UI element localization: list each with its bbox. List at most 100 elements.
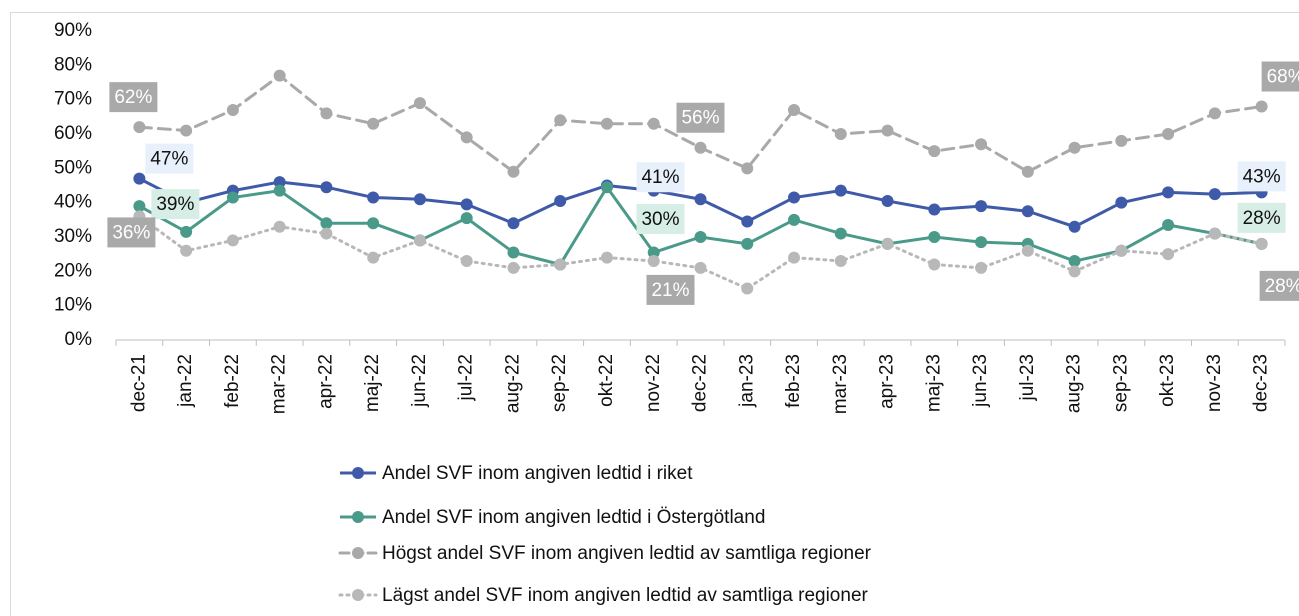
x-tick-label: aug-22: [502, 354, 523, 413]
data-point: [413, 234, 426, 247]
data-label: 21%: [651, 280, 689, 301]
x-tick-label: dec-22: [690, 354, 711, 412]
x-tick-label: feb-23: [783, 354, 804, 408]
data-point: [226, 103, 239, 116]
data-label-box: [151, 189, 200, 220]
data-point: [1115, 196, 1128, 209]
x-tick-label: sep-23: [1110, 354, 1131, 412]
data-label-box: [1261, 61, 1299, 92]
data-point: [881, 237, 894, 250]
data-point: [226, 191, 239, 204]
y-tick-label: 80%: [54, 54, 92, 75]
data-point: [694, 141, 707, 154]
data-point: [928, 203, 941, 216]
x-tick-label: okt-22: [596, 354, 617, 407]
data-point: [367, 117, 380, 130]
data-point: [460, 255, 473, 268]
y-tick-label: 60%: [54, 123, 92, 144]
data-label: 28%: [1265, 276, 1299, 297]
data-point: [881, 194, 894, 207]
y-tick-label: 30%: [54, 226, 92, 247]
data-point: [273, 220, 286, 233]
data-point: [1021, 244, 1034, 257]
data-point: [1208, 227, 1221, 240]
data-label-group: 28%: [1259, 270, 1299, 301]
data-label-box: [636, 204, 685, 234]
data-point: [647, 246, 660, 259]
x-tick-label: dec-21: [128, 354, 149, 412]
data-point: [507, 217, 520, 230]
x-tick-label: jan-23: [736, 354, 757, 408]
x-tick-label: maj-22: [362, 354, 383, 412]
data-point: [600, 117, 613, 130]
data-point: [460, 212, 473, 225]
data-label-group: 56%: [676, 102, 725, 133]
data-point: [834, 227, 847, 240]
data-point: [928, 231, 941, 243]
data-point: [133, 200, 146, 213]
data-point: [273, 184, 286, 197]
data-point: [788, 191, 801, 204]
data-point: [694, 193, 707, 206]
data-point: [273, 176, 286, 189]
data-label-box: [1259, 270, 1299, 301]
data-point: [226, 234, 239, 247]
data-label: 43%: [1243, 166, 1281, 187]
data-label-box: [107, 217, 156, 248]
data-label-box: [1237, 202, 1286, 233]
data-point: [647, 255, 660, 268]
data-point: [975, 200, 988, 213]
data-point: [788, 251, 801, 264]
data-point: [554, 114, 567, 127]
data-point: [741, 215, 754, 228]
x-tick-label: dec-23: [1251, 354, 1272, 412]
data-label-group: 30%: [636, 204, 685, 234]
data-point: [367, 217, 380, 230]
data-label-box: [636, 162, 685, 193]
data-point: [1162, 248, 1175, 261]
x-tick-label: aug-23: [1064, 354, 1085, 413]
data-point: [975, 261, 988, 274]
y-tick-label: 90%: [54, 20, 92, 41]
y-tick-label: 70%: [54, 89, 92, 110]
data-point: [788, 103, 801, 116]
data-label-box: [109, 82, 158, 113]
data-point: [320, 181, 333, 194]
data-point: [1255, 237, 1268, 250]
data-point: [1068, 220, 1081, 233]
x-tick-label: nov-23: [1204, 354, 1225, 412]
data-label: 56%: [681, 108, 719, 129]
data-point: [1068, 255, 1081, 268]
data-point: [1208, 188, 1221, 201]
data-point: [554, 258, 567, 271]
data-point: [694, 261, 707, 274]
data-point: [413, 193, 426, 206]
data-point: [741, 162, 754, 175]
data-point: [320, 107, 333, 120]
data-point: [928, 258, 941, 271]
x-tick-label: nov-22: [643, 354, 664, 412]
data-label: 47%: [150, 149, 188, 170]
y-tick-label: 0%: [65, 329, 93, 350]
data-point: [834, 128, 847, 140]
legend-label: Andel SVF inom angiven ledtid i riket: [382, 463, 693, 484]
legend-marker: [352, 547, 364, 559]
data-label-box: [145, 143, 194, 174]
data-point: [1115, 244, 1128, 257]
data-label: 68%: [1267, 67, 1299, 88]
data-label-group: 62%: [109, 82, 158, 113]
x-tick-label: jul-23: [1017, 354, 1038, 401]
data-point: [928, 145, 941, 158]
data-point: [834, 255, 847, 268]
data-point: [507, 165, 520, 178]
x-tick-label: jul-22: [456, 354, 477, 401]
x-tick-label: mar-22: [269, 354, 290, 414]
y-tick-label: 50%: [54, 157, 92, 178]
y-tick-label: 10%: [54, 295, 92, 316]
data-label: 30%: [641, 209, 679, 230]
data-point: [460, 198, 473, 211]
x-tick-label: mar-23: [830, 354, 851, 414]
data-label-group: 21%: [646, 274, 695, 305]
data-label: 41%: [641, 167, 679, 188]
